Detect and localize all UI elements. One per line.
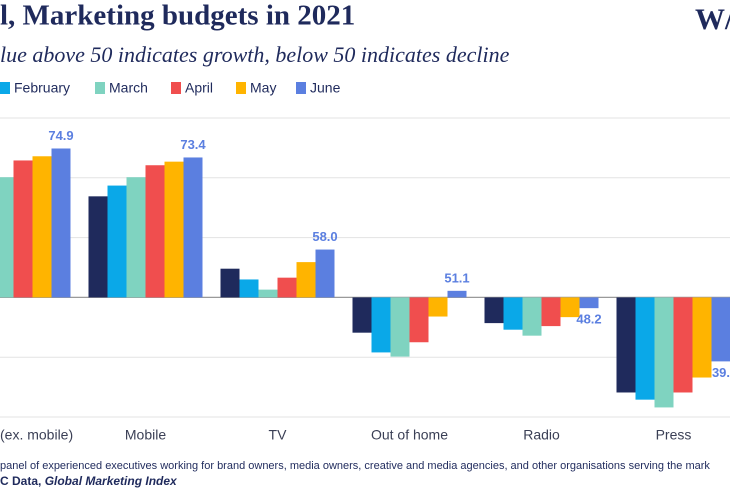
bar bbox=[560, 297, 580, 318]
bar bbox=[654, 297, 674, 408]
bar bbox=[32, 156, 52, 298]
x-tick-label: Press bbox=[656, 427, 692, 443]
bar bbox=[88, 196, 108, 298]
x-tick-label: Out of home bbox=[371, 427, 448, 443]
bar bbox=[692, 297, 712, 378]
x-tick-label: TV bbox=[269, 427, 288, 443]
bar bbox=[126, 177, 146, 298]
legend-swatch bbox=[0, 82, 10, 94]
legend-swatch bbox=[296, 82, 306, 94]
bar bbox=[503, 297, 523, 330]
bar bbox=[635, 297, 655, 400]
bar bbox=[428, 297, 448, 317]
logo: W/ bbox=[695, 3, 730, 36]
legend-label: June bbox=[310, 80, 341, 96]
bar bbox=[183, 157, 203, 298]
bar bbox=[484, 297, 504, 324]
value-label: 39. bbox=[712, 365, 730, 380]
bar bbox=[0, 177, 14, 298]
source-name: Global Marketing Index bbox=[45, 474, 178, 488]
source: C Data, Global Marketing Index bbox=[0, 474, 178, 488]
legend-swatch bbox=[95, 82, 105, 94]
bar bbox=[296, 262, 316, 298]
bar bbox=[711, 297, 730, 362]
x-tick-label: (ex. mobile) bbox=[0, 427, 73, 443]
legend-label: March bbox=[109, 80, 148, 96]
bar bbox=[164, 161, 184, 298]
chart-subtitle: lue above 50 indicates growth, below 50 … bbox=[0, 42, 510, 67]
chart-title: l, Marketing budgets in 2021 bbox=[0, 0, 355, 32]
value-label: 74.9 bbox=[48, 128, 73, 143]
bar bbox=[51, 148, 71, 298]
bar bbox=[258, 289, 278, 298]
bar bbox=[145, 165, 165, 298]
legend-swatch bbox=[236, 82, 246, 94]
bar bbox=[390, 297, 410, 357]
legend-label: February bbox=[14, 80, 70, 96]
bar bbox=[352, 297, 372, 333]
value-label: 73.4 bbox=[180, 137, 206, 152]
bar bbox=[13, 160, 33, 298]
x-tick-label: Mobile bbox=[125, 427, 166, 443]
bar bbox=[447, 290, 467, 298]
legend-label: April bbox=[185, 80, 213, 96]
x-tick-label: Radio bbox=[523, 427, 560, 443]
bar bbox=[673, 297, 693, 393]
footnote: panel of experienced executives working … bbox=[0, 460, 710, 472]
bar bbox=[579, 297, 599, 309]
value-label: 48.2 bbox=[576, 312, 601, 327]
value-label: 58.0 bbox=[312, 229, 337, 244]
bar bbox=[107, 185, 127, 298]
bar bbox=[277, 277, 297, 298]
bar bbox=[522, 297, 542, 336]
bar bbox=[239, 279, 259, 298]
legend-swatch bbox=[171, 82, 181, 94]
bar bbox=[371, 297, 391, 353]
source-prefix: C Data, bbox=[0, 474, 45, 488]
bar bbox=[409, 297, 429, 343]
legend-label: May bbox=[250, 80, 276, 96]
bar bbox=[616, 297, 636, 393]
bar bbox=[541, 297, 561, 327]
bar bbox=[315, 249, 335, 298]
value-label: 51.1 bbox=[444, 270, 469, 285]
bar bbox=[220, 268, 240, 298]
